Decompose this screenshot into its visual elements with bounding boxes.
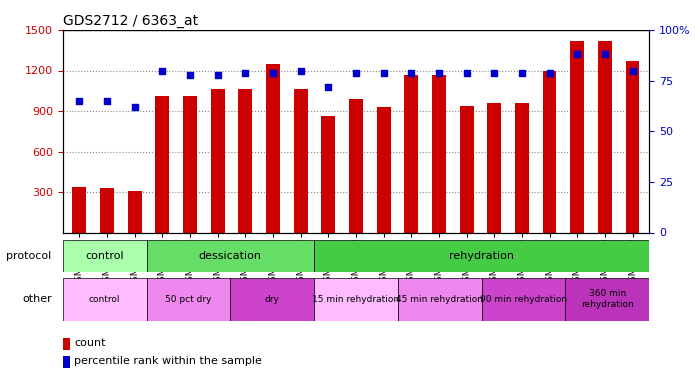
Text: percentile rank within the sample: percentile rank within the sample [74, 357, 262, 366]
FancyBboxPatch shape [314, 240, 649, 272]
Bar [239, 89, 252, 232]
Text: control: control [89, 295, 121, 304]
Bar [598, 41, 612, 232]
Bar [294, 89, 308, 232]
Point [544, 69, 555, 75]
Text: other: other [22, 294, 52, 304]
Bar [542, 70, 556, 232]
Point [295, 68, 306, 74]
Bar [63, 338, 70, 350]
FancyBboxPatch shape [147, 240, 314, 272]
FancyBboxPatch shape [482, 278, 565, 321]
Point [74, 98, 85, 104]
FancyBboxPatch shape [314, 278, 398, 321]
Point [517, 69, 528, 75]
Bar [266, 64, 280, 232]
FancyBboxPatch shape [147, 278, 230, 321]
Bar [183, 96, 197, 232]
Bar [349, 99, 363, 232]
Bar [73, 187, 87, 232]
Bar [128, 190, 142, 232]
Bar [515, 103, 529, 232]
FancyBboxPatch shape [565, 278, 649, 321]
Point [489, 69, 500, 75]
Point [240, 69, 251, 75]
Text: 360 min
rehydration: 360 min rehydration [581, 290, 634, 309]
Point [267, 69, 279, 75]
Text: 90 min rehydration: 90 min rehydration [480, 295, 567, 304]
Point [433, 69, 445, 75]
Point [101, 98, 112, 104]
Point [322, 84, 334, 90]
Bar [156, 96, 170, 232]
Text: 45 min rehydration: 45 min rehydration [396, 295, 483, 304]
Bar [377, 107, 391, 232]
Text: 50 pct dry: 50 pct dry [165, 295, 211, 304]
FancyBboxPatch shape [63, 278, 147, 321]
Bar [211, 89, 225, 232]
Bar [570, 41, 584, 232]
Text: rehydration: rehydration [449, 251, 514, 261]
Text: protocol: protocol [6, 251, 52, 261]
Point [572, 51, 583, 57]
Bar [100, 188, 114, 232]
Bar [432, 75, 446, 232]
Bar [487, 103, 501, 232]
Text: dessication: dessication [199, 251, 262, 261]
Point [461, 69, 472, 75]
Point [627, 68, 638, 74]
Bar [63, 356, 70, 368]
Bar [625, 61, 639, 232]
Text: 15 min rehydration: 15 min rehydration [313, 295, 399, 304]
Text: control: control [85, 251, 124, 261]
Point [378, 69, 389, 75]
Point [212, 72, 223, 78]
Point [350, 69, 362, 75]
Point [129, 104, 140, 110]
Text: GDS2712 / 6363_at: GDS2712 / 6363_at [63, 13, 198, 28]
Point [406, 69, 417, 75]
Bar [460, 106, 473, 232]
Text: count: count [74, 339, 106, 348]
Point [157, 68, 168, 74]
Point [600, 51, 611, 57]
FancyBboxPatch shape [63, 240, 147, 272]
FancyBboxPatch shape [230, 278, 314, 321]
Bar [321, 116, 335, 232]
Text: dry: dry [265, 295, 280, 304]
Bar [404, 75, 418, 232]
FancyBboxPatch shape [398, 278, 482, 321]
Point [184, 72, 195, 78]
